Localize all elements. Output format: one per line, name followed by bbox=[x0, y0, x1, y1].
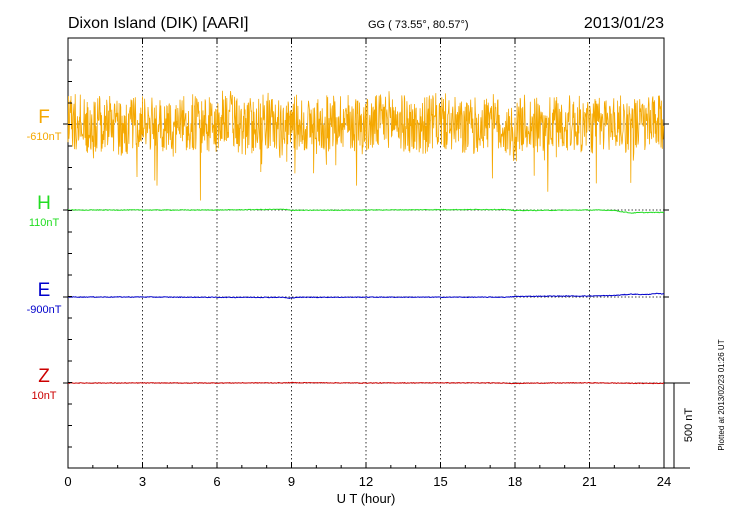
series-line-F bbox=[67, 90, 665, 201]
series-name-H: H bbox=[37, 193, 51, 214]
scale-bar-label: 500 nT bbox=[683, 408, 695, 443]
x-tick-label-12: 12 bbox=[359, 474, 373, 489]
series-line-E bbox=[67, 292, 665, 299]
series-line-Z bbox=[67, 381, 665, 385]
x-tick-label-3: 3 bbox=[139, 474, 146, 489]
station-title: Dixon Island (DIK) [AARI] bbox=[68, 15, 249, 32]
x-axis-ticks: 0 3 6 9 12 15 18 21 24 bbox=[64, 38, 671, 489]
series-layer bbox=[67, 90, 665, 385]
scale-bar: 500 nT bbox=[664, 382, 695, 469]
x-tick-label-21: 21 bbox=[582, 474, 596, 489]
series-baseline-label-H: 110nT bbox=[29, 217, 60, 229]
x-tick-label-6: 6 bbox=[213, 474, 220, 489]
x-tick-label-0: 0 bbox=[64, 474, 71, 489]
series-name-F: F bbox=[38, 107, 50, 128]
x-tick-label-18: 18 bbox=[508, 474, 522, 489]
x-tick-label-9: 9 bbox=[288, 474, 295, 489]
series-name-Z: Z bbox=[38, 366, 50, 387]
series-baseline-label-Z: 10nT bbox=[31, 390, 56, 402]
series-baseline-label-E: -900nT bbox=[27, 304, 62, 316]
series-name-E: E bbox=[38, 280, 51, 301]
series-line-H bbox=[67, 208, 665, 214]
series-baseline-label-F: -610nT bbox=[27, 131, 62, 143]
coords-label: GG ( 73.55°, 80.57°) bbox=[368, 19, 469, 31]
plotted-note: Plotted at 2013/02/23 01:26 UT bbox=[717, 339, 726, 450]
x-tick-label-15: 15 bbox=[433, 474, 447, 489]
date-label: 2013/01/23 bbox=[584, 15, 664, 32]
x-tick-label-24: 24 bbox=[657, 474, 671, 489]
x-axis-label: U T (hour) bbox=[337, 491, 396, 506]
series-labels: F -610nT H 110nT E -900nT Z 10nT bbox=[27, 107, 62, 402]
